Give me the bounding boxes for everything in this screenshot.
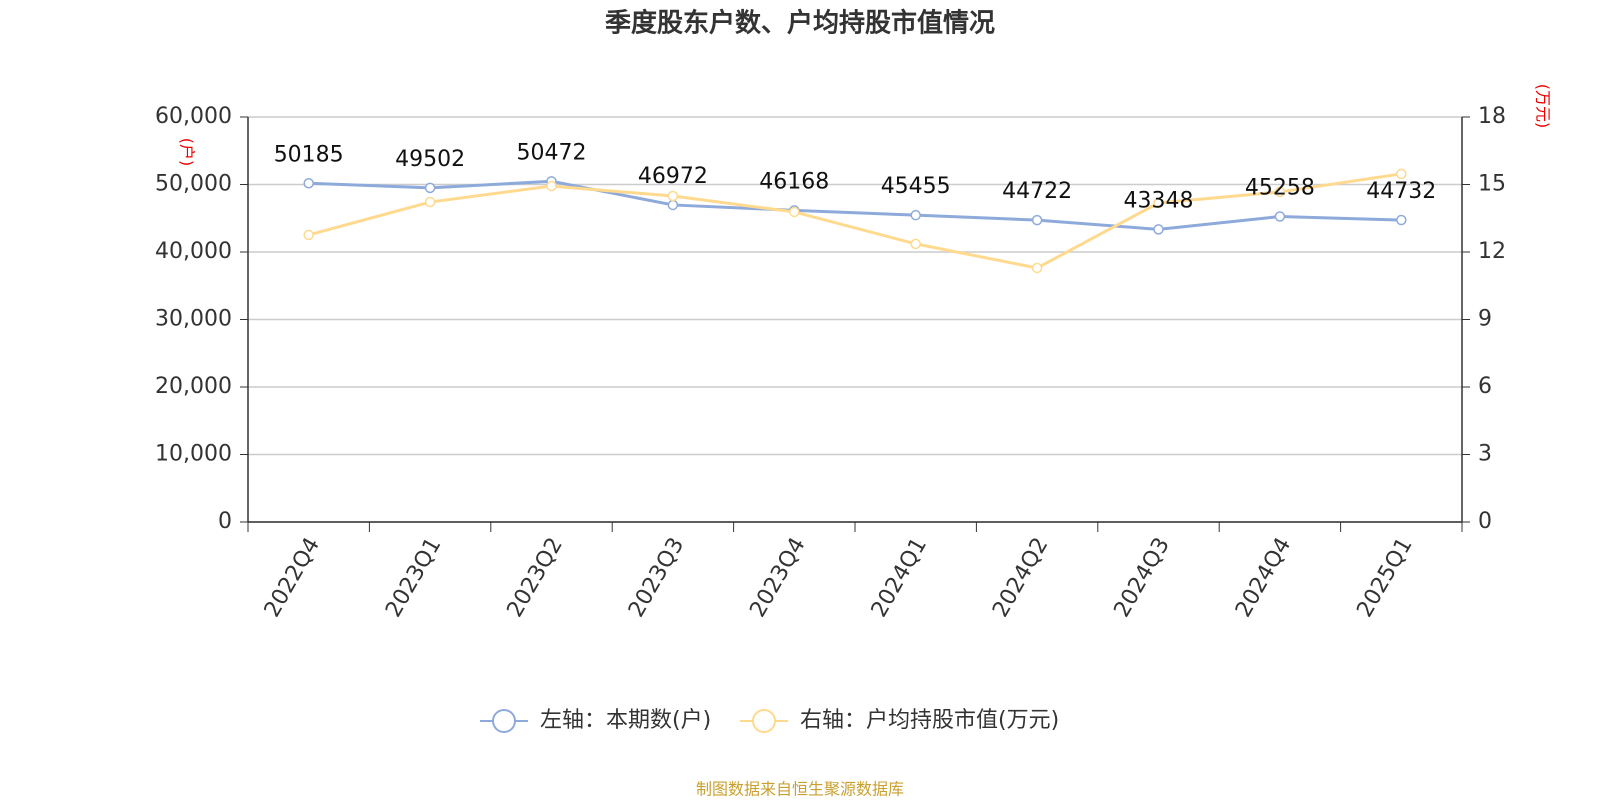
legend-label: 左轴：本期数(户) (540, 708, 711, 733)
y-tick-label: 30,000 (155, 307, 232, 332)
data-label: 43348 (1124, 188, 1194, 213)
y2-axis-label: (万元) (1534, 84, 1553, 129)
point (667, 199, 679, 211)
data-label: 45455 (881, 174, 951, 199)
point (424, 196, 436, 208)
x-tick-label: 2025Q1 (1352, 534, 1417, 622)
x-tick-label: 2024Q3 (1110, 534, 1175, 622)
point (667, 190, 679, 202)
data-label: 49502 (395, 147, 465, 172)
y2-tick-label: 6 (1478, 374, 1492, 399)
y-tick-label: 60,000 (155, 104, 232, 129)
x-tick-label: 2023Q3 (624, 534, 689, 622)
y-axis-label: (户) (178, 138, 197, 167)
x-tick-label: 2022Q4 (260, 534, 325, 622)
data-label: 50472 (517, 140, 587, 165)
x-tick-label: 2023Q4 (745, 534, 810, 622)
y2-tick-label: 15 (1478, 172, 1506, 197)
y2-tick-label: 12 (1478, 239, 1506, 264)
point (1396, 168, 1407, 180)
y-tick-label: 20,000 (155, 374, 232, 399)
point (789, 206, 800, 218)
series-line (308, 179, 1402, 231)
point (546, 180, 557, 192)
x-tick-label: 2024Q1 (867, 534, 932, 622)
point (303, 229, 314, 241)
y2-tick-label: 18 (1478, 104, 1506, 129)
point (1274, 211, 1286, 222)
data-label: 46972 (638, 164, 708, 189)
point (424, 182, 436, 194)
point (1153, 197, 1164, 209)
y-tick-label: 40,000 (155, 239, 232, 264)
y2-tick-label: 9 (1478, 307, 1492, 332)
point (1031, 262, 1043, 274)
point (1153, 224, 1164, 235)
y-tick-label: 0 (218, 509, 232, 534)
x-tick-label: 2023Q2 (503, 534, 568, 622)
point (303, 178, 314, 189)
x-tick-label: 2024Q2 (988, 534, 1053, 622)
chart-title: 季度股东户数、户均持股市值情况 (605, 8, 995, 39)
data-label: 44722 (1002, 179, 1072, 204)
data-label: 45258 (1245, 176, 1315, 201)
legend-label: 右轴：户均持股市值(万元) (800, 708, 1059, 733)
y2-tick-label: 3 (1478, 442, 1492, 467)
point (1274, 186, 1286, 198)
series-line (308, 172, 1402, 270)
x-tick-label: 2023Q1 (381, 534, 446, 622)
data-label: 44732 (1366, 179, 1436, 204)
data-label: 50185 (274, 142, 344, 167)
legend-marker (752, 709, 776, 733)
point (1031, 214, 1043, 226)
x-tick-label: 2024Q4 (1231, 534, 1296, 622)
point (910, 209, 921, 221)
source-note: 制图数据来自恒生聚源数据库 (696, 780, 904, 799)
legend-marker (492, 709, 516, 733)
data-label: 46168 (759, 169, 829, 194)
y-tick-label: 10,000 (155, 442, 232, 467)
y2-tick-label: 0 (1478, 509, 1492, 534)
point (1396, 214, 1407, 226)
point (910, 238, 921, 250)
y-tick-label: 50,000 (155, 172, 232, 197)
